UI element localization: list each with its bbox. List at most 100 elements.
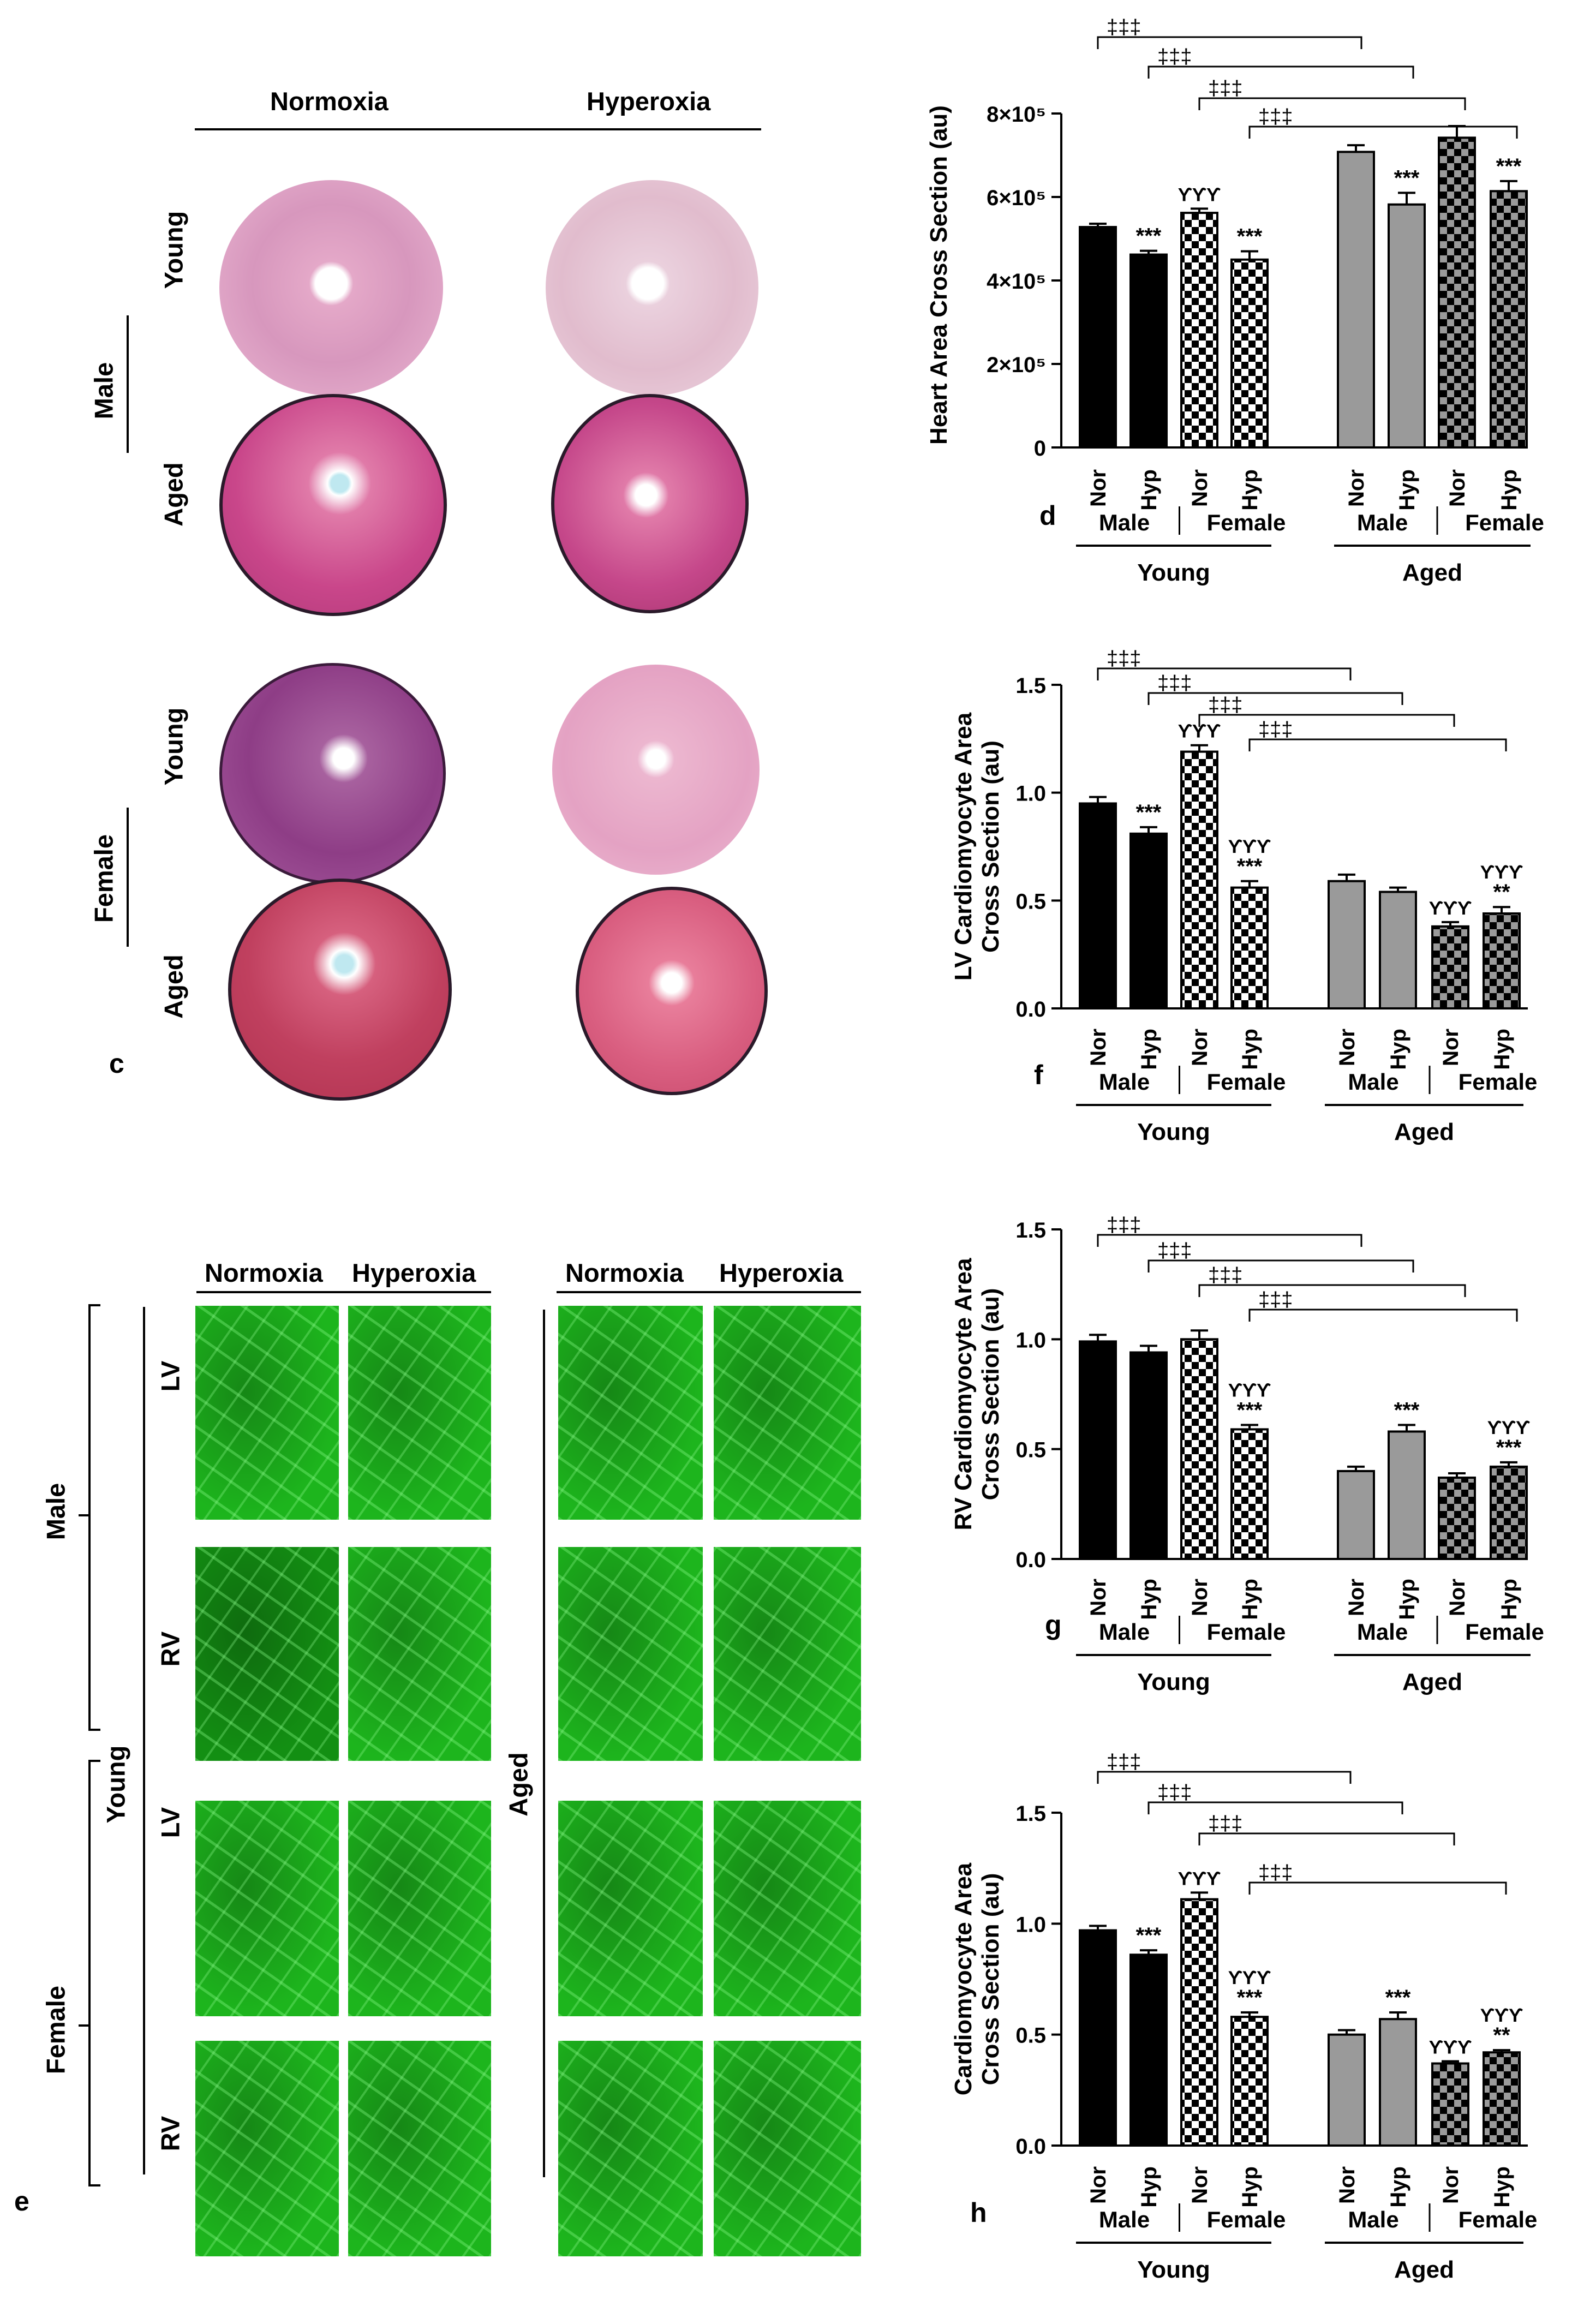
chart-h-annotation-3-1: *** — [1237, 1986, 1263, 2010]
chart-g-annotation-3-1: *** — [1237, 1398, 1263, 1422]
chart-f-bar-4 — [1328, 880, 1366, 1009]
chart-h-bar-1 — [1129, 1953, 1168, 2147]
chart-d-sex-label-1: Female — [1207, 510, 1286, 535]
chart-f-annotation-3-1: *** — [1237, 855, 1263, 879]
chart-f-bar-5 — [1379, 891, 1417, 1010]
chart-g-bar-5 — [1388, 1430, 1426, 1561]
chart-d-bar-7 — [1490, 190, 1528, 449]
chart-f-xtick-label-3: Hyp — [1238, 1029, 1262, 1070]
chart-d-sig-bracket-3 — [1248, 126, 1518, 139]
chart-h-annotation-5-0: *** — [1385, 1986, 1411, 2010]
chart-f-xtick-label-7: Hyp — [1490, 1029, 1514, 1070]
chart-d-xtick-label-1: Hyp — [1137, 469, 1161, 511]
chart-g-panel-letter: g — [1045, 1610, 1062, 1640]
chart-d-bar-4 — [1337, 151, 1375, 449]
chart-d-sig-label-1: ‡‡‡ — [1157, 45, 1192, 68]
heart-section-aged-male-hyperoxia — [551, 394, 749, 613]
chart-h-age-label-aged: Aged — [1394, 2256, 1454, 2283]
chart-g-sig-label-1: ‡‡‡ — [1157, 1239, 1192, 1262]
chart-g-bar-1 — [1129, 1351, 1168, 1561]
chart-f-xtick-label-2: Nor — [1188, 1029, 1212, 1066]
chart-d-bar-3 — [1230, 258, 1269, 449]
chart-h-sig-label-2: ‡‡‡ — [1208, 1812, 1242, 1835]
chart-d-sig-bracket-1 — [1147, 65, 1414, 79]
chart-d-xtick-label-5: Hyp — [1395, 469, 1419, 511]
fluo-image-aged-male-rv-hyperoxia — [714, 1547, 861, 1761]
chart-d-xtick-label-3: Hyp — [1238, 469, 1262, 511]
chart-d-panel-letter: d — [1039, 500, 1056, 531]
heart-section-young-female-hyperoxia — [552, 665, 760, 875]
fluo-young-bracket — [143, 1307, 145, 2174]
chart-f-age-label-aged: Aged — [1394, 1119, 1454, 1145]
chart-g-xtick-label-6: Nor — [1445, 1579, 1469, 1616]
chart-f-bar-0 — [1079, 802, 1117, 1010]
chart-f-age-label-young: Young — [1137, 1119, 1210, 1145]
chart-d-bar-0 — [1079, 226, 1117, 449]
chart-g-xtick-label-3: Hyp — [1238, 1579, 1262, 1620]
chart-f-ytick-label-0: 0.0 — [1015, 997, 1046, 1021]
chart-d-xtick-label-0: Nor — [1086, 469, 1110, 507]
chart-f-ytick-label-2: 1.0 — [1015, 782, 1046, 806]
chart-h-ytick-label-3: 1.5 — [1015, 1802, 1046, 1826]
chart-g-xtick-label-1: Hyp — [1137, 1579, 1161, 1620]
chart-g-sex-label-3: Female — [1465, 1619, 1544, 1645]
fluo-young-col-normoxia: Normoxia — [205, 1258, 323, 1287]
chart-h-xtick-label-6: Nor — [1439, 2166, 1463, 2204]
chart-d-ytick-label-0: 0 — [1034, 437, 1046, 461]
chart-f-annotation-3-0: ϒϒϒ — [1228, 837, 1271, 857]
chart-g-sig-bracket-1 — [1147, 1259, 1414, 1272]
chart-f-sex-label-2: Male — [1348, 1069, 1398, 1095]
chart-h-bar-0 — [1079, 1929, 1117, 2147]
chart-g-ytick-label-3: 1.5 — [1015, 1218, 1046, 1242]
chart-f-panel-letter: f — [1034, 1060, 1043, 1090]
chart-g-sig-label-0: ‡‡‡ — [1107, 1214, 1141, 1236]
chart-h-sex-label-3: Female — [1459, 2207, 1538, 2232]
chart-f-bar-3 — [1230, 886, 1269, 1009]
histo-header-line — [195, 128, 761, 130]
chart-d-age-label-aged: Aged — [1402, 559, 1462, 586]
chart-f-sig-bracket-3 — [1248, 738, 1507, 751]
chart-f-xtick-label-5: Hyp — [1386, 1029, 1410, 1070]
chart-f-bar-6 — [1431, 925, 1469, 1009]
chart-d-annotation-3-0: *** — [1237, 224, 1263, 248]
chart-d-ytick-label-4: 8×10⁵ — [987, 103, 1046, 127]
chart-h-annotation-1-0: *** — [1136, 1923, 1162, 1947]
chart-f-xtick-label-4: Nor — [1335, 1029, 1359, 1066]
chart-h-sex-label-1: Female — [1207, 2207, 1286, 2232]
chart-d-bar-1 — [1129, 253, 1168, 449]
chart-h-sex-label-0: Male — [1099, 2207, 1150, 2232]
histo-col-normoxia: Normoxia — [270, 87, 388, 116]
chart-h-age-label-young: Young — [1137, 2256, 1210, 2283]
fluo-male-bracket-tick — [79, 1514, 89, 1516]
chart-g-ytick-label-2: 1.0 — [1015, 1328, 1046, 1352]
chart-g-bar-3 — [1230, 1428, 1269, 1561]
fluo-image-aged-female-rv-normoxia — [558, 2041, 703, 2256]
chart-d-annotation-5-0: *** — [1394, 166, 1420, 190]
chart-g-sig-bracket-2 — [1198, 1284, 1466, 1297]
chart-h-sig-bracket-0 — [1097, 1771, 1352, 1784]
fluo-image-young-female-lv-hyperoxia — [348, 1801, 491, 2016]
chart-f-sig-label-1: ‡‡‡ — [1157, 672, 1192, 695]
chart-h-bar-2 — [1180, 1898, 1218, 2147]
fluo-female-bracket-top — [88, 1760, 100, 1762]
chart-g-xtick-label-0: Nor — [1086, 1579, 1110, 1616]
histo-col-hyperoxia: Hyperoxia — [587, 87, 711, 116]
chart-g-sig-bracket-3 — [1248, 1309, 1518, 1322]
chart-d-annotation-2-0: ϒϒϒ — [1178, 184, 1221, 205]
chart-f-sig-label-3: ‡‡‡ — [1258, 718, 1293, 741]
chart-d-xtick-label-7: Hyp — [1497, 469, 1521, 511]
chart-h-sex-label-2: Male — [1348, 2207, 1398, 2232]
heart-section-young-female-normoxia — [219, 663, 446, 884]
chart-h-ylabel: Cardiomyocyte AreaCross Section (au) — [950, 1862, 1004, 2095]
chart-f-annotation-6-0: ϒϒϒ — [1429, 898, 1472, 919]
chart-g-bar-0 — [1079, 1340, 1117, 1561]
chart-g-annotation-7-0: ϒϒϒ — [1487, 1418, 1531, 1438]
chart-d-sig-label-2: ‡‡‡ — [1208, 77, 1242, 100]
chart-g-ytick-label-1: 0.5 — [1015, 1438, 1046, 1462]
fluo-young-col-hyperoxia: Hyperoxia — [352, 1258, 476, 1287]
chart-g-bar-2 — [1180, 1338, 1218, 1560]
chart-g-annotation-3-0: ϒϒϒ — [1228, 1380, 1271, 1401]
fluo-aged-col-normoxia: Normoxia — [565, 1258, 684, 1287]
heart-section-young-male-normoxia — [219, 180, 443, 396]
